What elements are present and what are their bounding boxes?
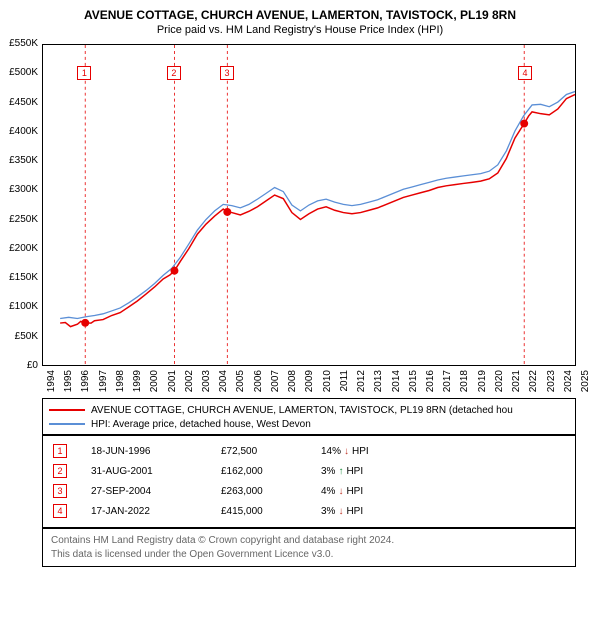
- y-tick-label: £100K: [2, 301, 38, 312]
- sale-price: £263,000: [221, 486, 321, 497]
- sale-date: 18-JUN-1996: [91, 446, 221, 457]
- sale-price: £72,500: [221, 446, 321, 457]
- sale-marker: 3: [53, 484, 67, 498]
- sale-marker: 2: [53, 464, 67, 478]
- sale-row: 3 27-SEP-2004£263,0004% ↓ HPI: [43, 481, 575, 501]
- sales-table: 1 18-JUN-1996£72,50014% ↓ HPI 2 31-AUG-2001…: [42, 434, 576, 528]
- y-tick-label: £50K: [2, 331, 38, 342]
- sale-price: £162,000: [221, 466, 321, 477]
- footer-box: Contains HM Land Registry data © Crown c…: [42, 528, 576, 567]
- y-tick-label: £300K: [2, 184, 38, 195]
- sale-price: £415,000: [221, 506, 321, 517]
- y-tick-label: £550K: [2, 38, 38, 49]
- chart-marker-3: 3: [220, 66, 234, 80]
- sale-date: 31-AUG-2001: [91, 466, 221, 477]
- y-tick-label: £150K: [2, 272, 38, 283]
- y-tick-label: £350K: [2, 155, 38, 166]
- chart-marker-2: 2: [167, 66, 181, 80]
- chart-marker-1: 1: [77, 66, 91, 80]
- sale-row: 1 18-JUN-1996£72,50014% ↓ HPI: [43, 441, 575, 461]
- x-tick-label: 2025: [580, 370, 591, 430]
- page-title: AVENUE COTTAGE, CHURCH AVENUE, LAMERTON,…: [0, 8, 600, 22]
- chart-legend: AVENUE COTTAGE, CHURCH AVENUE, LAMERTON,…: [42, 398, 576, 436]
- sale-marker: 4: [53, 504, 67, 518]
- legend-row-hpi: HPI: Average price, detached house, West…: [49, 417, 569, 431]
- sale-diff: 3% ↑ HPI: [321, 466, 411, 477]
- sale-date: 27-SEP-2004: [91, 486, 221, 497]
- chart-svg: [43, 45, 575, 365]
- y-tick-label: £200K: [2, 243, 38, 254]
- y-tick-label: £250K: [2, 214, 38, 225]
- sale-row: 4 17-JAN-2022£415,0003% ↓ HPI: [43, 501, 575, 521]
- y-tick-label: £500K: [2, 67, 38, 78]
- sale-diff: 14% ↓ HPI: [321, 446, 411, 457]
- page-subtitle: Price paid vs. HM Land Registry's House …: [0, 24, 600, 36]
- legend-label-property: AVENUE COTTAGE, CHURCH AVENUE, LAMERTON,…: [91, 405, 513, 416]
- legend-line-property: [49, 409, 85, 411]
- sale-diff: 3% ↓ HPI: [321, 506, 411, 517]
- y-tick-label: £0: [2, 360, 38, 371]
- y-tick-label: £400K: [2, 126, 38, 137]
- footer-line-1: Contains HM Land Registry data © Crown c…: [51, 534, 567, 548]
- legend-label-hpi: HPI: Average price, detached house, West…: [91, 419, 311, 430]
- legend-row-property: AVENUE COTTAGE, CHURCH AVENUE, LAMERTON,…: [49, 403, 569, 417]
- chart-marker-4: 4: [518, 66, 532, 80]
- sale-date: 17-JAN-2022: [91, 506, 221, 517]
- sale-diff: 4% ↓ HPI: [321, 486, 411, 497]
- sale-marker: 1: [53, 444, 67, 458]
- price-chart: [42, 44, 576, 366]
- footer-line-2: This data is licensed under the Open Gov…: [51, 548, 567, 562]
- sale-row: 2 31-AUG-2001£162,0003% ↑ HPI: [43, 461, 575, 481]
- legend-line-hpi: [49, 423, 85, 425]
- y-tick-label: £450K: [2, 97, 38, 108]
